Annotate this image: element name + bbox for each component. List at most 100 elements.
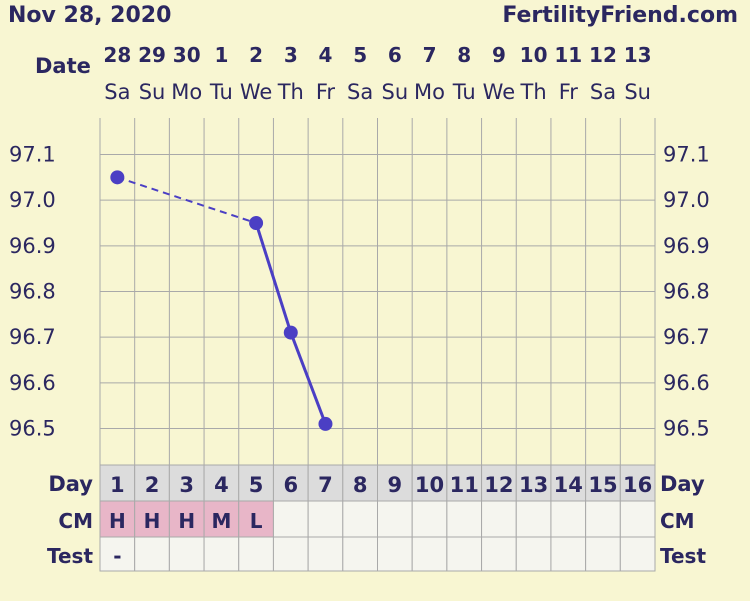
cm-cell — [515, 500, 552, 538]
test-cell — [342, 536, 378, 572]
date-row-label: Date — [35, 54, 91, 78]
date-number-label: 9 — [492, 43, 506, 67]
weekday-label: Sa — [347, 80, 373, 104]
y-tick-label-right: 96.8 — [663, 280, 710, 304]
chart-date-title: Nov 28, 2020 — [8, 3, 171, 28]
test-cell — [550, 536, 587, 572]
test-cell — [272, 536, 309, 572]
cm-cell — [134, 500, 170, 538]
y-tick-label-right: 97.1 — [663, 143, 710, 167]
day-cell — [307, 464, 344, 502]
date-number-label: 11 — [554, 43, 582, 67]
day-number-label: 2 — [145, 473, 160, 497]
cm-cell — [585, 500, 621, 538]
cm-cell — [411, 500, 448, 538]
day-cell — [481, 464, 517, 502]
temperature-point — [318, 416, 333, 431]
cm-value-label: M — [211, 509, 231, 533]
cm-cell — [342, 500, 378, 538]
y-tick-label-left: 96.8 — [9, 280, 56, 304]
day-number-label: 14 — [554, 473, 583, 497]
day-row-label-right: Day — [660, 472, 705, 496]
day-cell — [619, 464, 656, 502]
test-cell — [411, 536, 448, 572]
cm-row-label-left: CM — [58, 509, 93, 533]
day-number-label: 5 — [249, 473, 264, 497]
test-cell — [238, 536, 274, 572]
test-cell — [515, 536, 552, 572]
y-tick-label-right: 96.9 — [663, 234, 710, 258]
day-number-label: 15 — [588, 473, 617, 497]
test-cell — [99, 536, 136, 572]
weekday-label: Fr — [559, 80, 579, 104]
day-cell — [550, 464, 587, 502]
day-number-label: 3 — [179, 473, 194, 497]
day-number-label: 13 — [519, 473, 548, 497]
date-number-label: 29 — [138, 43, 166, 67]
temperature-point — [249, 216, 264, 231]
cm-value-label: H — [178, 509, 195, 533]
weekday-label: We — [483, 80, 515, 104]
test-row-label-left: Test — [47, 544, 93, 568]
temperature-line-segment — [289, 332, 327, 425]
temperature-line-segment — [117, 176, 257, 224]
date-number-label: 12 — [589, 43, 617, 67]
test-value-label: - — [113, 544, 121, 568]
day-number-label: 7 — [318, 473, 333, 497]
weekday-label: Tu — [452, 80, 476, 104]
day-cell — [134, 464, 170, 502]
temperature-line-segment — [254, 222, 293, 334]
test-cell — [203, 536, 240, 572]
cm-cell — [203, 500, 240, 538]
day-number-label: 6 — [283, 473, 298, 497]
weekday-label: Mo — [414, 80, 445, 104]
y-tick-label-right: 96.6 — [663, 371, 710, 395]
weekday-label: Th — [277, 80, 304, 104]
date-number-label: 4 — [319, 43, 333, 67]
cm-value-label: L — [250, 509, 263, 533]
temperature-point — [283, 325, 298, 340]
weekday-label: Sa — [590, 80, 616, 104]
weekday-label: Su — [139, 80, 166, 104]
day-number-label: 8 — [353, 473, 368, 497]
cm-cell — [481, 500, 517, 538]
date-number-label: 8 — [457, 43, 471, 67]
test-cell — [585, 536, 621, 572]
day-number-label: 9 — [388, 473, 403, 497]
date-number-label: 10 — [520, 43, 548, 67]
y-tick-label-left: 96.6 — [9, 371, 56, 395]
test-cell — [307, 536, 344, 572]
weekday-label: Sa — [104, 80, 130, 104]
day-cell — [203, 464, 240, 502]
cm-row-label-right: CM — [660, 509, 695, 533]
date-number-label: 28 — [103, 43, 131, 67]
y-tick-label-left: 96.7 — [9, 325, 56, 349]
cm-cell — [377, 500, 413, 538]
plot-area: 97.1 97.1 97.0 97.0 96.9 96.9 96.8 96.8 96.7 96.7… — [9, 43, 710, 572]
test-cell — [134, 536, 170, 572]
test-cell — [481, 536, 517, 572]
date-number-label: 6 — [388, 43, 402, 67]
weekday-label: Tu — [209, 80, 233, 104]
weekday-label: Su — [624, 80, 651, 104]
cm-cell — [550, 500, 587, 538]
test-row-label-right: Test — [660, 544, 706, 568]
day-cell — [272, 464, 309, 502]
day-number-label: 1 — [110, 473, 125, 497]
date-number-label: 2 — [249, 43, 263, 67]
day-number-label: 16 — [623, 473, 652, 497]
y-tick-label-right: 96.5 — [663, 416, 710, 440]
test-cell — [619, 536, 656, 572]
date-number-label: 5 — [353, 43, 367, 67]
cm-cell — [619, 500, 656, 538]
y-tick-label-left: 97.0 — [9, 188, 56, 212]
day-number-label: 11 — [450, 473, 479, 497]
weekday-label: We — [240, 80, 272, 104]
cm-cell — [307, 500, 344, 538]
site-brand: FertilityFriend.com — [502, 3, 738, 28]
day-cell — [585, 464, 621, 502]
y-tick-label-left: 97.1 — [9, 143, 56, 167]
day-number-label: 4 — [214, 473, 229, 497]
